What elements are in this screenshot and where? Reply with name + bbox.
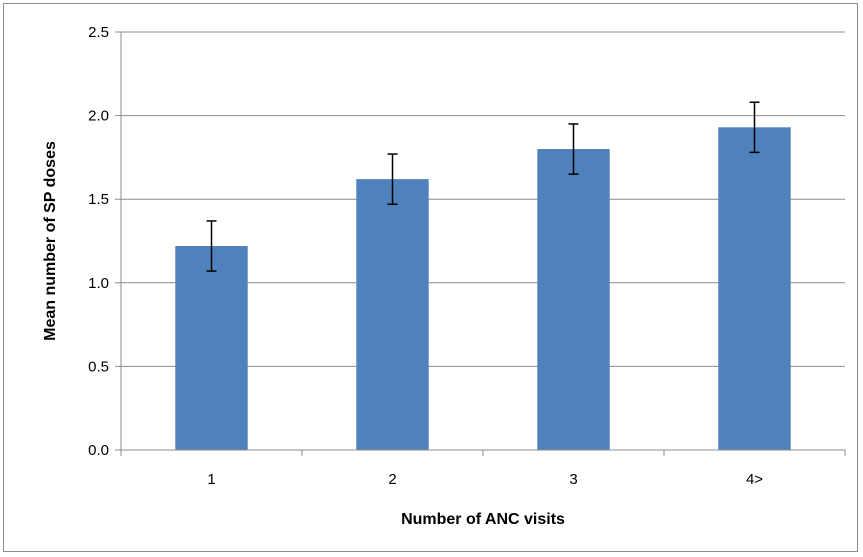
bar bbox=[718, 127, 791, 450]
x-tick-labels: 1 2 3 4> bbox=[207, 471, 763, 488]
bar bbox=[356, 179, 429, 451]
x-tick-label: 3 bbox=[569, 471, 577, 488]
bars bbox=[175, 127, 791, 451]
y-tick-label: 2.5 bbox=[88, 24, 109, 41]
error-bar bbox=[568, 123, 579, 175]
x-tick-label: 2 bbox=[388, 471, 396, 488]
error-bar bbox=[749, 101, 760, 154]
bar bbox=[537, 149, 610, 451]
y-axis-title: Mean number of SP doses bbox=[42, 141, 59, 341]
chart-frame bbox=[3, 3, 858, 552]
y-tick-label: 0.0 bbox=[88, 442, 109, 459]
error-bar bbox=[206, 220, 217, 272]
y-tick-label: 1.0 bbox=[88, 275, 109, 292]
x-tick-label: 4> bbox=[746, 471, 763, 488]
x-tick-label: 1 bbox=[207, 471, 215, 488]
y-tick-labels: 0.0 0.5 1.0 1.5 2.0 2.5 bbox=[88, 24, 109, 459]
axes bbox=[115, 31, 846, 456]
x-axis-title: Number of ANC visits bbox=[401, 511, 565, 528]
y-tick-label: 2.0 bbox=[88, 108, 109, 125]
y-tick-label: 1.5 bbox=[88, 191, 109, 208]
bar bbox=[175, 246, 248, 450]
error-bars bbox=[206, 101, 760, 272]
y-tick-label: 0.5 bbox=[88, 358, 109, 375]
error-bar bbox=[387, 153, 398, 205]
